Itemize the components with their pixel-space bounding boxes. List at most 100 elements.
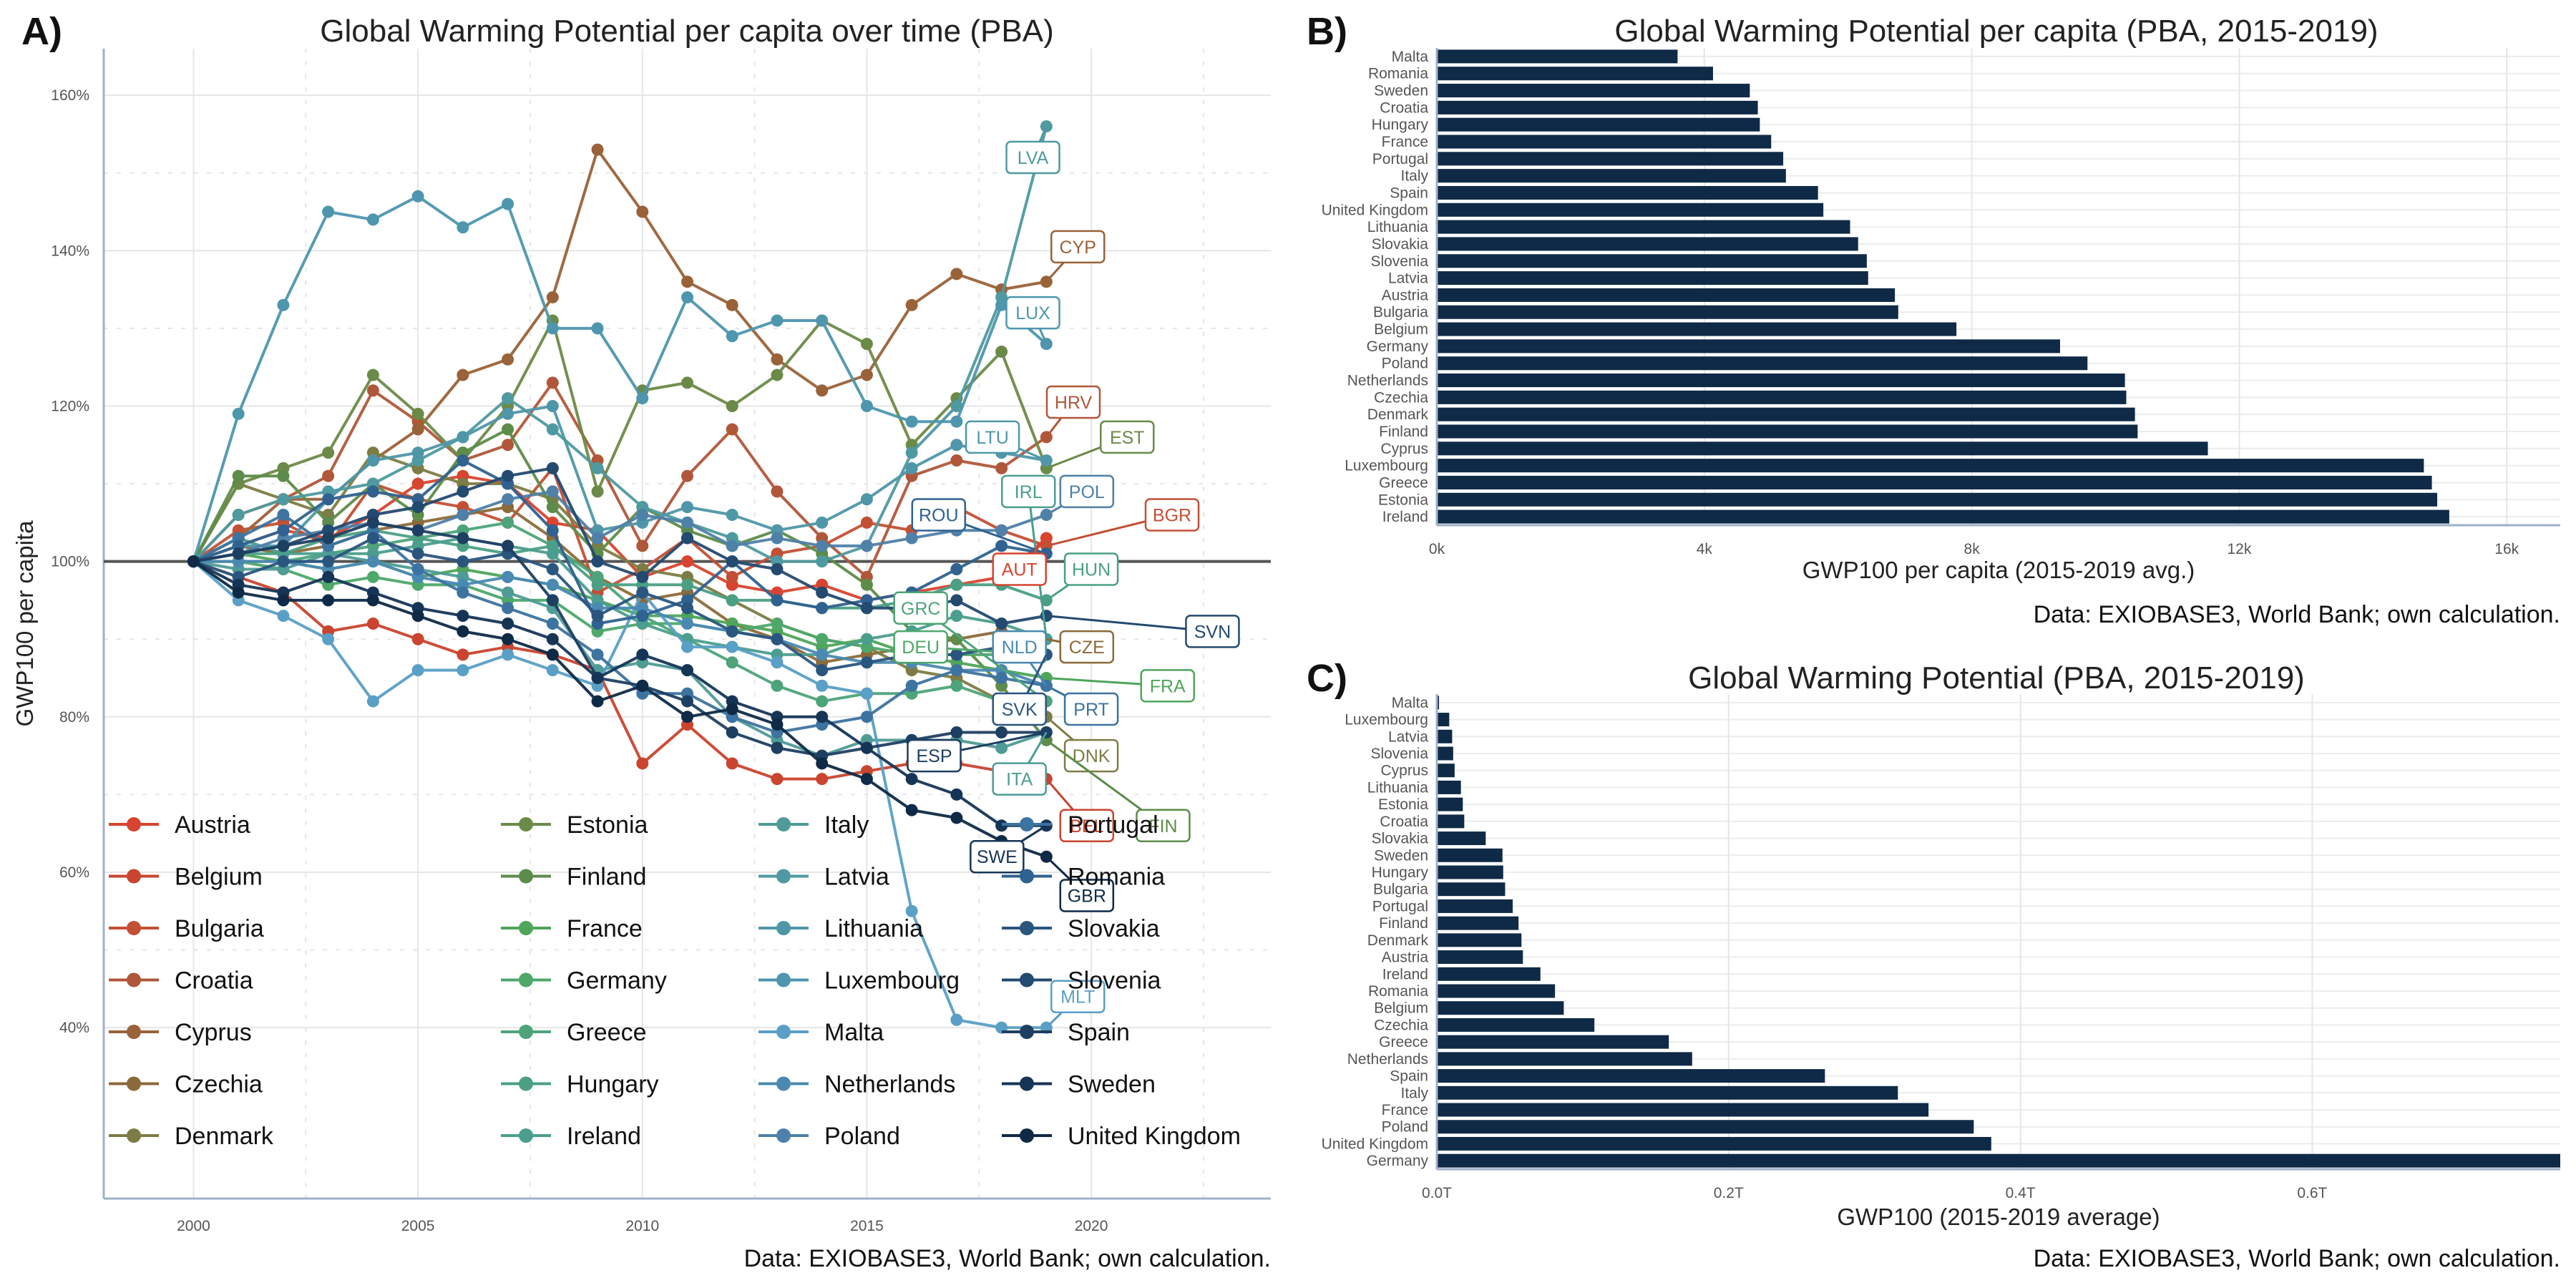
point-esp <box>995 726 1008 739</box>
category-label: Austria <box>1382 287 1429 303</box>
point-gbr <box>546 648 559 661</box>
point-deu <box>816 633 829 645</box>
label-text-cze: CZE <box>1069 638 1105 658</box>
point-esp <box>366 516 379 529</box>
series-line-lva <box>192 126 1048 563</box>
bar <box>1437 713 1450 727</box>
point-lva <box>546 423 559 436</box>
point-esp <box>546 594 559 607</box>
label-box-cze <box>1059 630 1115 664</box>
category-label: Hungary <box>1372 864 1429 881</box>
point-svk <box>816 664 829 677</box>
category-label: France <box>1382 1102 1428 1118</box>
point-bgr <box>860 516 873 529</box>
bar <box>1437 169 1786 183</box>
legend-swatch-point <box>519 1076 533 1091</box>
point-esp <box>322 532 335 545</box>
point-pol <box>546 485 559 498</box>
legend-label: Latvia <box>824 864 889 891</box>
label-box-svn <box>1185 615 1240 648</box>
category-label: Denmark <box>1367 406 1429 423</box>
legend-label: Spain <box>1068 1019 1130 1046</box>
category-label: Luxembourg <box>1345 712 1428 728</box>
point-est <box>726 399 738 412</box>
point-prt <box>995 672 1008 685</box>
point-esp <box>950 726 963 739</box>
point-hrv <box>950 454 963 467</box>
label-box-bgr <box>1144 498 1200 532</box>
legend-label: Romania <box>1068 864 1165 891</box>
point-pol <box>771 532 784 545</box>
label-text-swe: SWE <box>977 847 1018 867</box>
point-lux <box>366 213 379 226</box>
category-label: Italy <box>1400 168 1428 185</box>
point-swe <box>322 570 335 583</box>
bar <box>1437 1069 1825 1083</box>
point-prt <box>860 711 873 723</box>
bar <box>1437 407 2135 421</box>
legend-swatch-point <box>519 1128 533 1143</box>
legend-swatch-point <box>519 869 533 884</box>
point-pol <box>681 516 693 529</box>
series-line-swe <box>192 560 1047 827</box>
category-label: Belgium <box>1374 321 1428 338</box>
bar <box>1437 424 2138 439</box>
point-esp <box>726 726 738 739</box>
bar <box>1437 1103 1929 1117</box>
point-est <box>860 338 873 351</box>
point-svk <box>636 586 649 599</box>
point-cyp <box>905 298 918 311</box>
bar <box>1437 882 1506 897</box>
legend-swatch-point <box>776 869 791 884</box>
point-svk <box>546 562 559 575</box>
series-line-mlt <box>192 560 1047 1030</box>
category-label: Denmark <box>1367 932 1429 949</box>
point-gbr <box>905 804 918 816</box>
point-svn <box>950 594 963 607</box>
category-label: Malta <box>1392 49 1429 65</box>
point-prt <box>546 618 559 630</box>
legend-label: Netherlands <box>824 1071 955 1098</box>
bar <box>1437 1052 1692 1066</box>
point-grc <box>950 679 963 692</box>
point-lux <box>232 407 245 420</box>
label-box-nld <box>992 630 1047 664</box>
bar <box>1437 865 1503 879</box>
panel-source: Data: EXIOBASE3, World Bank; own calcula… <box>2034 601 2560 628</box>
category-label: Slovakia <box>1372 236 1429 253</box>
bar <box>1437 729 1453 743</box>
label-box-bel <box>1059 809 1115 843</box>
point-prt <box>411 562 424 575</box>
category-label: Sweden <box>1374 847 1428 864</box>
point-svk <box>681 602 693 615</box>
legend-label: Slovenia <box>1068 967 1161 995</box>
legend-label: Belgium <box>175 864 263 891</box>
point-bgr <box>726 570 738 583</box>
bar <box>1437 322 1957 336</box>
x-tick-label: 0.6T <box>2297 1185 2327 1201</box>
point-nld <box>546 578 559 591</box>
point-svn <box>457 485 469 498</box>
category-label: Spain <box>1390 185 1428 201</box>
point-est <box>322 447 335 459</box>
point-svn <box>411 501 424 514</box>
point-hrv <box>681 469 693 482</box>
label-box-lux <box>1005 296 1060 330</box>
category-label: Luxembourg <box>1345 458 1428 474</box>
point-cyp <box>681 275 693 288</box>
bar <box>1437 100 1758 114</box>
point-rou <box>995 540 1008 552</box>
bar <box>1437 696 1440 710</box>
bar <box>1437 390 2127 404</box>
legend-swatch-point <box>1020 817 1034 831</box>
legend-swatch-point <box>127 1076 141 1091</box>
category-label: Portugal <box>1372 151 1428 167</box>
bar <box>1437 1018 1595 1032</box>
point-esp <box>771 741 784 754</box>
point-ltu <box>681 501 693 514</box>
bar <box>1437 441 2208 456</box>
legend-label: Hungary <box>567 1071 659 1098</box>
point-mlt <box>771 656 784 669</box>
label-box-fin <box>1136 809 1191 843</box>
